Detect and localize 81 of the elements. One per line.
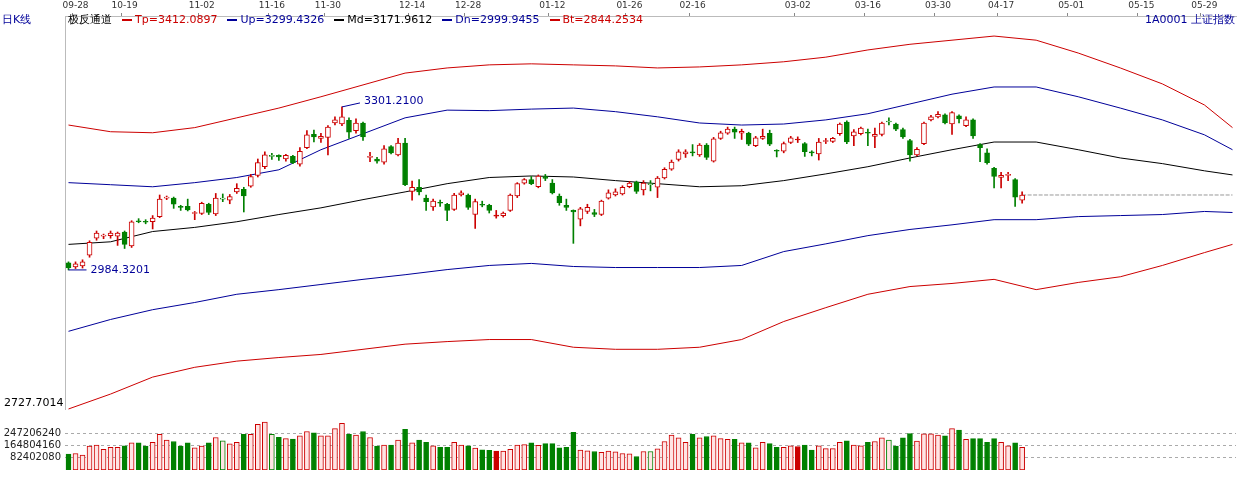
bar [311,432,317,470]
bar [942,435,948,470]
x-tick-label: 01-12 [539,0,566,10]
x-tick-label: 05-15 [1128,0,1155,10]
bar [416,439,422,470]
bar [977,438,983,470]
x-tick-label: 05-29 [1191,0,1218,10]
bar [991,438,997,470]
legend-label: Dn=2999.9455 [454,12,540,27]
bar [844,440,850,470]
y-tick-label: 247206240 [3,427,61,439]
bar [528,442,535,470]
bar [766,443,773,470]
bar [801,444,808,470]
bar [808,449,815,470]
y-tick-label: 82402080 [10,451,61,463]
bar [276,436,282,470]
bar [184,442,191,470]
chart-title: 日K线 [2,12,32,27]
candlestick [773,149,780,158]
x-tick-label: 04-17 [988,0,1015,10]
candlestick [977,143,983,162]
legend-label: Up=3299.4326 [239,12,325,27]
legend-label: Bt=2844.2534 [561,12,644,27]
candlestick [219,193,226,203]
bar [486,449,493,470]
x-tick-label: 03-02 [784,0,811,10]
legend-label: Md=3171.9612 [346,12,433,27]
bar [444,446,450,470]
bar [290,438,296,470]
x-tick-label: 12-14 [399,0,426,10]
candlestick [872,127,878,149]
bar [402,429,408,470]
x-tick-label: 11-02 [188,0,215,10]
candlestick [865,128,871,146]
bar [177,445,184,470]
annotation: 2984.3201 [90,262,151,276]
text: 2727.7014 [4,395,64,409]
bar [346,434,352,470]
annotation: 3301.2100 [363,93,424,107]
bar [360,431,366,470]
candlestick [493,210,500,219]
bar [956,429,962,470]
x-tick-label: 02-16 [679,0,706,10]
x-tick-label: 05-01 [1058,0,1085,10]
x-tick-label: 03-16 [854,0,882,10]
bar [984,441,990,470]
bar [423,441,429,470]
legend-title: 极反通道 [68,12,112,27]
candlestick [794,136,801,143]
bar [479,449,486,470]
x-tick-label: 12-28 [455,0,482,10]
candlestick [886,117,892,126]
bar [170,441,177,470]
candlestick [437,199,443,207]
x-tick-label: 11-30 [314,0,342,10]
x-tick-label: 11-16 [258,0,286,10]
x-tick-label: 01-26 [616,0,643,10]
bar [437,446,443,470]
bar [893,445,899,470]
legend-label: Tp=3412.0897 [134,12,218,27]
x-tick-label: 03-30 [924,0,952,10]
bar [900,437,906,470]
bar [970,438,976,470]
bar [907,433,913,470]
x-tick-label: 09-28 [62,0,89,10]
bar [240,434,247,470]
bar [374,445,380,470]
bar [388,444,394,470]
bar [493,450,500,470]
bar [465,445,472,470]
bar [794,446,801,470]
bar [205,442,212,470]
x-tick-label: 10-19 [111,0,138,10]
bar [865,441,871,470]
chart-subtitle: 1A0001 上证指数 [1144,12,1235,27]
bar [542,443,549,470]
bar [1012,442,1018,470]
candlestick [998,172,1004,189]
bar [773,446,780,470]
y-tick-label: 164804160 [3,439,61,451]
